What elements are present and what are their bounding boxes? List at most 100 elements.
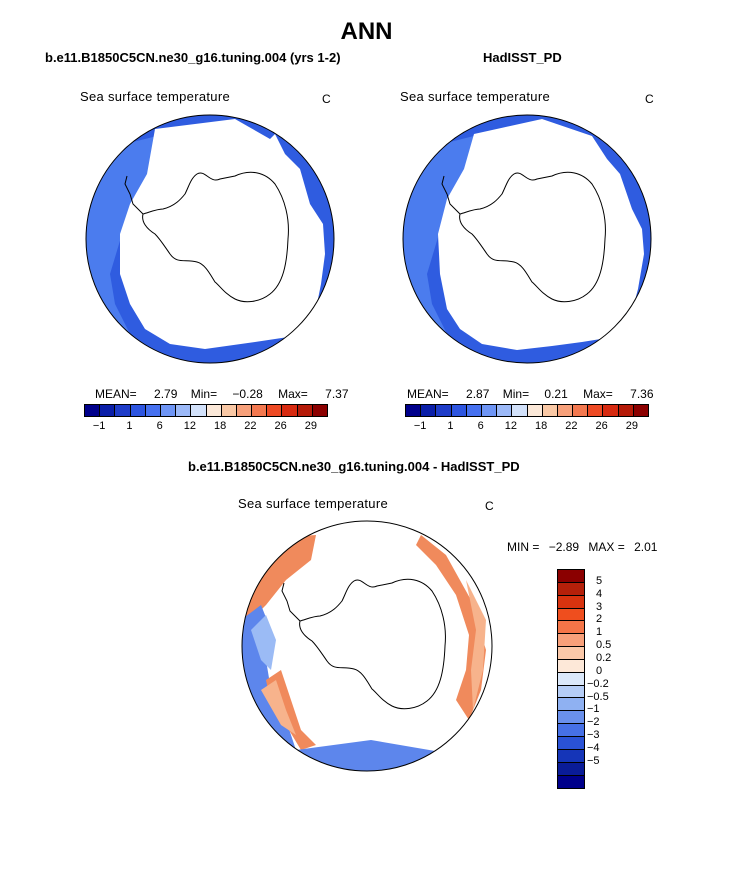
colorbar-swatch — [558, 621, 584, 635]
colorbar-tick-label: −1 — [92, 420, 106, 432]
colorbar-swatch — [603, 405, 619, 416]
right-antarctica-coast — [459, 171, 606, 303]
colorbar-swatch — [558, 595, 584, 609]
right-mean-value: 2.87 — [466, 387, 490, 401]
right-min-label: Min= — [502, 387, 530, 401]
right-mean-label: MEAN= — [407, 387, 449, 401]
left-min-value: −0.28 — [232, 387, 263, 401]
left-sea-ice — [120, 119, 325, 349]
diff-max-value: 2.01 — [634, 540, 658, 554]
colorbar-swatch — [618, 405, 634, 416]
diff-min-value: −2.89 — [548, 540, 580, 554]
right-colorbar — [405, 404, 649, 417]
colorbar-tick-label: 0.5 — [596, 639, 612, 652]
colorbar-tick-label: 29 — [625, 420, 638, 432]
right-max-label: Max= — [583, 387, 613, 401]
colorbar-swatch — [282, 405, 298, 416]
colorbar-tick-label: 22 — [244, 420, 257, 432]
colorbar-tick-label: 2 — [596, 613, 603, 626]
colorbar-tick-label: 18 — [214, 420, 227, 432]
colorbar-tick-label: 1 — [447, 420, 454, 432]
left-mean-value: 2.79 — [154, 387, 178, 401]
diff-variable-label: Sea surface temperature — [238, 496, 388, 511]
colorbar-swatch — [206, 405, 222, 416]
diff-panel-title: b.e11.B1850C5CN.ne30_g16.tuning.004 - Ha… — [188, 459, 520, 474]
colorbar-swatch — [558, 608, 584, 622]
diff-unit-label: C — [485, 499, 494, 513]
right-unit-label: C — [645, 92, 654, 106]
colorbar-swatch — [558, 570, 584, 583]
colorbar-swatch — [558, 762, 584, 776]
right-min-value: 0.21 — [544, 387, 568, 401]
diff-colorbar — [557, 569, 585, 790]
colorbar-tick-label: −0.2 — [587, 677, 609, 690]
colorbar-tick-label: 6 — [156, 420, 163, 432]
colorbar-tick-label: 0.2 — [596, 651, 612, 664]
colorbar-swatch — [588, 405, 604, 416]
left-max-label: Max= — [278, 387, 308, 401]
right-stats: MEAN= 2.87 Min= 0.21 Max= 7.36 — [407, 387, 654, 401]
left-min-label: Min= — [190, 387, 218, 401]
colorbar-swatch — [558, 659, 584, 673]
colorbar-swatch — [558, 647, 584, 660]
colorbar-swatch — [527, 405, 543, 416]
colorbar-swatch — [466, 405, 482, 416]
colorbar-swatch — [558, 749, 584, 763]
colorbar-swatch — [558, 724, 584, 737]
colorbar-swatch — [145, 405, 161, 416]
right-variable-label: Sea surface temperature — [400, 89, 550, 104]
colorbar-swatch — [558, 698, 584, 712]
left-colorbar — [84, 404, 328, 417]
colorbar-tick-label: 5 — [596, 574, 603, 587]
colorbar-tick-label: −0.5 — [587, 690, 609, 703]
diff-antarctica-coast — [299, 578, 446, 710]
diff-polar-map — [241, 520, 493, 772]
colorbar-tick-label: −1 — [587, 703, 600, 716]
colorbar-swatch — [557, 405, 574, 416]
diff-right-red-band — [416, 535, 486, 720]
colorbar-swatch — [542, 405, 558, 416]
colorbar-tick-label: 1 — [596, 626, 603, 639]
right-panel-title: HadISST_PD — [483, 50, 562, 65]
colorbar-swatch — [497, 405, 513, 416]
colorbar-tick-label: −4 — [587, 741, 600, 754]
colorbar-swatch — [558, 736, 584, 750]
colorbar-tick-label: 18 — [535, 420, 548, 432]
diff-antarctic-peninsula — [281, 582, 301, 622]
colorbar-swatch — [481, 405, 498, 416]
left-mean-label: MEAN= — [95, 387, 137, 401]
colorbar-swatch — [451, 405, 467, 416]
right-colorbar-ticks: −1 1 6 12 18 22 26 29 — [405, 420, 647, 434]
colorbar-tick-label: 12 — [504, 420, 517, 432]
colorbar-tick-label: −3 — [587, 729, 600, 742]
colorbar-swatch — [573, 405, 589, 416]
colorbar-swatch — [221, 405, 237, 416]
diff-right-orange — [466, 580, 486, 710]
left-variable-label: Sea surface temperature — [80, 89, 230, 104]
colorbar-swatch — [252, 405, 268, 416]
colorbar-tick-label: 22 — [565, 420, 578, 432]
left-polar-map — [85, 114, 335, 364]
diff-orange-plume-left — [261, 680, 296, 735]
colorbar-tick-label: 4 — [596, 587, 603, 600]
right-polar-map — [402, 114, 652, 364]
left-antarctic-peninsula — [124, 175, 144, 215]
colorbar-swatch — [100, 405, 116, 416]
colorbar-tick-label: 6 — [477, 420, 484, 432]
right-antarctic-peninsula — [441, 175, 461, 215]
colorbar-tick-label: 3 — [596, 600, 603, 613]
diff-max-label: MAX = — [588, 540, 625, 554]
colorbar-tick-label: 12 — [183, 420, 196, 432]
colorbar-swatch — [191, 405, 207, 416]
colorbar-swatch — [558, 634, 584, 648]
colorbar-tick-label: 26 — [274, 420, 287, 432]
colorbar-swatch — [160, 405, 177, 416]
colorbar-tick-label: −5 — [587, 754, 600, 767]
colorbar-swatch — [85, 405, 101, 416]
diff-stats: MIN = −2.89 MAX = 2.01 — [507, 540, 657, 554]
colorbar-swatch — [115, 405, 131, 416]
left-stats: MEAN= 2.79 Min= −0.28 Max= 7.37 — [95, 387, 349, 401]
colorbar-swatch — [558, 711, 584, 725]
colorbar-swatch — [267, 405, 283, 416]
right-sea-ice — [438, 119, 644, 350]
